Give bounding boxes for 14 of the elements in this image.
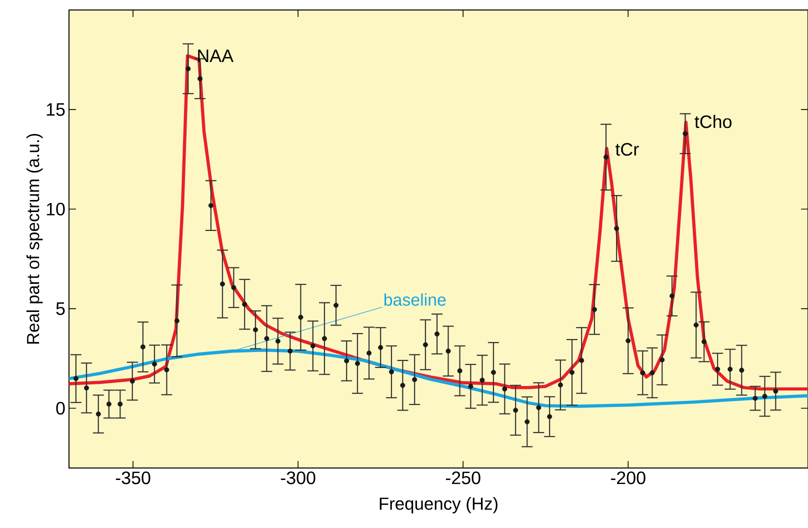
- annotation: tCho: [694, 114, 732, 128]
- annotation: tCr: [615, 143, 639, 156]
- x-tick-label: -200: [610, 472, 646, 484]
- annotation: NAA: [198, 50, 234, 62]
- y-tick-label: 15: [46, 103, 65, 116]
- y-tick-label: 10: [46, 202, 65, 216]
- y-tick-label: 5: [56, 302, 65, 315]
- x-axis-title: Frequency (Hz): [380, 497, 498, 514]
- x-tick-label: -350: [116, 472, 150, 484]
- x-tick-label: -250: [446, 472, 480, 484]
- y-axis-title: Real part of spectrum (a.u.): [26, 134, 43, 344]
- x-tick-label: -300: [280, 472, 316, 484]
- text: baseline: [384, 293, 446, 306]
- y-tick-label: 0: [56, 402, 65, 415]
